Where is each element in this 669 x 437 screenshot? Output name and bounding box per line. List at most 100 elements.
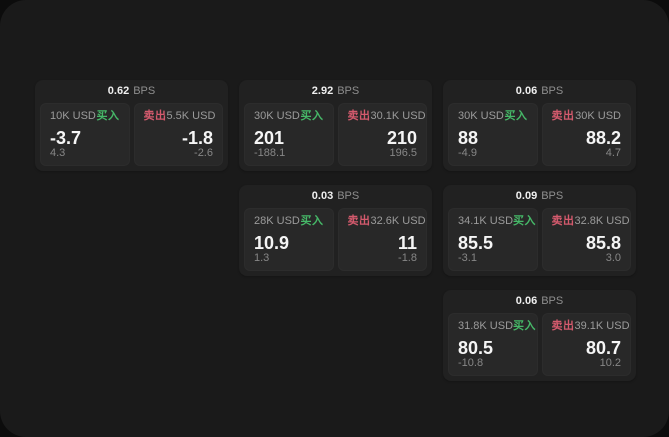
sell-panel-top: 卖出 32.6K USD xyxy=(347,215,426,227)
bps-header: 0.06 BPS xyxy=(443,80,636,103)
sell-delta: 196.5 xyxy=(389,147,417,159)
buy-price: 80.5 xyxy=(458,338,494,358)
bps-value: 2.92 xyxy=(311,85,334,97)
sell-delta: -2.6 xyxy=(194,147,213,159)
sell-panel[interactable]: 卖出 30.1K USD 210 196.5 xyxy=(337,103,427,166)
quote-card-grid: 0.62 BPS 10K USD 买入 -3.7 4.3 卖出 5.5K USD xyxy=(35,80,636,381)
quote-card-body: 30K USD 买入 201 -188.1 卖出 30.1K USD 210 1… xyxy=(239,103,432,171)
sell-label: 卖出 xyxy=(551,320,575,332)
buy-panel[interactable]: 30K USD 买入 201 -188.1 xyxy=(244,103,334,166)
sell-price: 80.7 xyxy=(585,338,621,358)
bps-unit-label: BPS xyxy=(133,85,156,97)
bps-value: 0.06 xyxy=(515,295,538,307)
bps-header: 0.62 BPS xyxy=(35,80,228,103)
buy-delta: -3.1 xyxy=(458,252,477,264)
bps-header: 2.92 BPS xyxy=(239,80,432,103)
sell-delta: 3.0 xyxy=(605,252,621,264)
sell-panel[interactable]: 卖出 32.8K USD 85.8 3.0 xyxy=(541,208,631,271)
quote-card-body: 31.8K USD 买入 80.5 -10.8 卖出 39.1K USD 80.… xyxy=(443,313,636,381)
bps-header: 0.09 BPS xyxy=(443,185,636,208)
buy-amount: 30K USD xyxy=(254,110,300,122)
buy-panel[interactable]: 10K USD 买入 -3.7 4.3 xyxy=(40,103,130,166)
buy-panel-top: 30K USD 买入 xyxy=(458,111,528,122)
sell-label: 卖出 xyxy=(551,215,575,227)
bps-value: 0.03 xyxy=(311,190,334,202)
bps-value: 0.06 xyxy=(515,85,538,97)
quote-card: 0.06 BPS 31.8K USD 买入 80.5 -10.8 卖出 39.1… xyxy=(443,290,636,381)
bps-unit-label: BPS xyxy=(541,85,564,97)
buy-price: 10.9 xyxy=(254,233,290,253)
sell-panel[interactable]: 卖出 39.1K USD 80.7 10.2 xyxy=(541,313,631,376)
buy-label: 买入 xyxy=(513,215,537,227)
sell-panel[interactable]: 卖出 30K USD 88.2 4.7 xyxy=(541,103,631,166)
bps-value: 0.62 xyxy=(107,85,130,97)
buy-panel[interactable]: 31.8K USD 买入 80.5 -10.8 xyxy=(448,313,538,376)
sell-panel[interactable]: 卖出 5.5K USD -1.8 -2.6 xyxy=(133,103,223,166)
buy-amount: 34.1K USD xyxy=(458,215,514,227)
sell-panel-top: 卖出 30.1K USD xyxy=(347,110,426,122)
buy-amount: 28K USD xyxy=(254,215,300,227)
quote-card: 0.06 BPS 30K USD 买入 88 -4.9 卖出 30K USD xyxy=(443,80,636,171)
bps-header: 0.03 BPS xyxy=(239,185,432,208)
quote-card-body: 10K USD 买入 -3.7 4.3 卖出 5.5K USD -1.8 -2.… xyxy=(35,103,228,171)
buy-panel[interactable]: 30K USD 买入 88 -4.9 xyxy=(448,103,538,166)
bps-value: 0.09 xyxy=(515,190,538,202)
buy-label: 买入 xyxy=(300,110,324,122)
quote-card: 2.92 BPS 30K USD 买入 201 -188.1 卖出 30.1K … xyxy=(239,80,432,171)
sell-panel-top: 卖出 5.5K USD xyxy=(143,110,216,122)
bps-unit-label: BPS xyxy=(337,85,360,97)
buy-amount: 30K USD xyxy=(458,110,504,122)
buy-delta: -4.9 xyxy=(458,147,477,159)
sell-amount: 30.1K USD xyxy=(370,110,426,122)
buy-amount: 31.8K USD xyxy=(458,320,514,332)
sell-price: -1.8 xyxy=(181,128,213,148)
bps-header: 0.06 BPS xyxy=(443,290,636,313)
sell-label: 卖出 xyxy=(347,215,371,227)
sell-amount: 32.8K USD xyxy=(574,215,630,227)
sell-panel-top: 卖出 32.8K USD xyxy=(551,215,630,227)
buy-panel-top: 34.1K USD 买入 xyxy=(458,215,536,227)
buy-label: 买入 xyxy=(504,110,528,122)
quote-card-body: 34.1K USD 买入 85.5 -3.1 卖出 32.8K USD 85.8… xyxy=(443,208,636,276)
sell-delta: 4.7 xyxy=(605,147,621,159)
buy-price: 201 xyxy=(254,128,285,148)
sell-label: 卖出 xyxy=(347,110,371,122)
sell-delta: -1.8 xyxy=(398,252,417,264)
sell-panel-top: 卖出 30K USD xyxy=(552,111,622,122)
sell-panel-top: 卖出 39.1K USD xyxy=(551,320,630,332)
sell-price: 88.2 xyxy=(585,128,621,148)
buy-delta: -188.1 xyxy=(254,147,286,159)
sell-label: 卖出 xyxy=(143,110,167,122)
buy-panel[interactable]: 28K USD 买入 10.9 1.3 xyxy=(244,208,334,271)
buy-label: 买入 xyxy=(96,110,120,122)
bps-unit-label: BPS xyxy=(541,295,564,307)
sell-price: 11 xyxy=(397,233,417,253)
sell-amount: 30K USD xyxy=(575,110,621,122)
bps-unit-label: BPS xyxy=(337,190,360,202)
buy-price: -3.7 xyxy=(50,128,82,148)
sell-panel[interactable]: 卖出 32.6K USD 11 -1.8 xyxy=(337,208,427,271)
buy-panel-top: 28K USD 买入 xyxy=(254,216,324,227)
buy-delta: 4.3 xyxy=(50,147,66,159)
buy-panel[interactable]: 34.1K USD 买入 85.5 -3.1 xyxy=(448,208,538,271)
sell-amount: 5.5K USD xyxy=(166,110,216,122)
buy-delta: 1.3 xyxy=(254,252,270,264)
quote-card-body: 28K USD 买入 10.9 1.3 卖出 32.6K USD 11 -1.8 xyxy=(239,208,432,276)
buy-panel-top: 30K USD 买入 xyxy=(254,111,324,122)
sell-price: 210 xyxy=(386,128,417,148)
sell-label: 卖出 xyxy=(551,110,575,122)
buy-panel-top: 31.8K USD 买入 xyxy=(458,320,536,332)
buy-label: 买入 xyxy=(300,215,324,227)
sell-delta: 10.2 xyxy=(599,357,621,369)
quote-card-body: 30K USD 买入 88 -4.9 卖出 30K USD 88.2 4.7 xyxy=(443,103,636,171)
quote-card: 0.62 BPS 10K USD 买入 -3.7 4.3 卖出 5.5K USD xyxy=(35,80,228,171)
quote-card: 0.03 BPS 28K USD 买入 10.9 1.3 卖出 32.6K US… xyxy=(239,185,432,276)
buy-price: 88 xyxy=(458,128,479,148)
sell-price: 85.8 xyxy=(585,233,621,253)
quote-card: 0.09 BPS 34.1K USD 买入 85.5 -3.1 卖出 32.8K… xyxy=(443,185,636,276)
buy-delta: -10.8 xyxy=(458,357,484,369)
buy-label: 买入 xyxy=(513,320,537,332)
buy-panel-top: 10K USD 买入 xyxy=(50,111,120,122)
sell-amount: 32.6K USD xyxy=(370,215,426,227)
